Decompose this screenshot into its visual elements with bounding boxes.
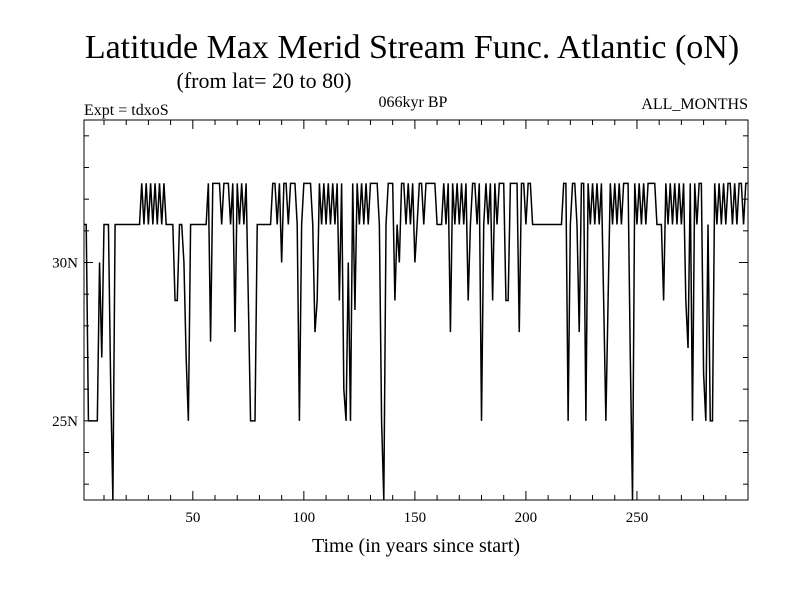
- x-tick-label: 150: [404, 510, 427, 526]
- months-label: ALL_MONTHS: [641, 96, 748, 113]
- x-tick-label: 100: [293, 510, 316, 526]
- y-axis: 25N 30N: [52, 135, 748, 485]
- experiment-label: Expt = tdxoS: [84, 102, 169, 119]
- x-tick-label: 50: [185, 510, 200, 526]
- x-tick-label: 250: [626, 510, 649, 526]
- x-axis: 50 100 150 200 250: [103, 120, 727, 526]
- series-line: [84, 182, 748, 501]
- x-tick-label: 200: [515, 510, 538, 526]
- y-tick-label: 30N: [52, 256, 78, 272]
- period-label: 066kyr BP: [379, 94, 448, 111]
- chart-subtitle: (from lat= 20 to 80): [177, 68, 352, 93]
- series-group: [84, 182, 748, 501]
- chart-title: Latitude Max Merid Stream Func. Atlantic…: [85, 29, 739, 66]
- plot-frame: [83, 119, 749, 501]
- y-tick-label: 25N: [52, 414, 78, 430]
- x-axis-label: Time (in years since start): [312, 535, 520, 557]
